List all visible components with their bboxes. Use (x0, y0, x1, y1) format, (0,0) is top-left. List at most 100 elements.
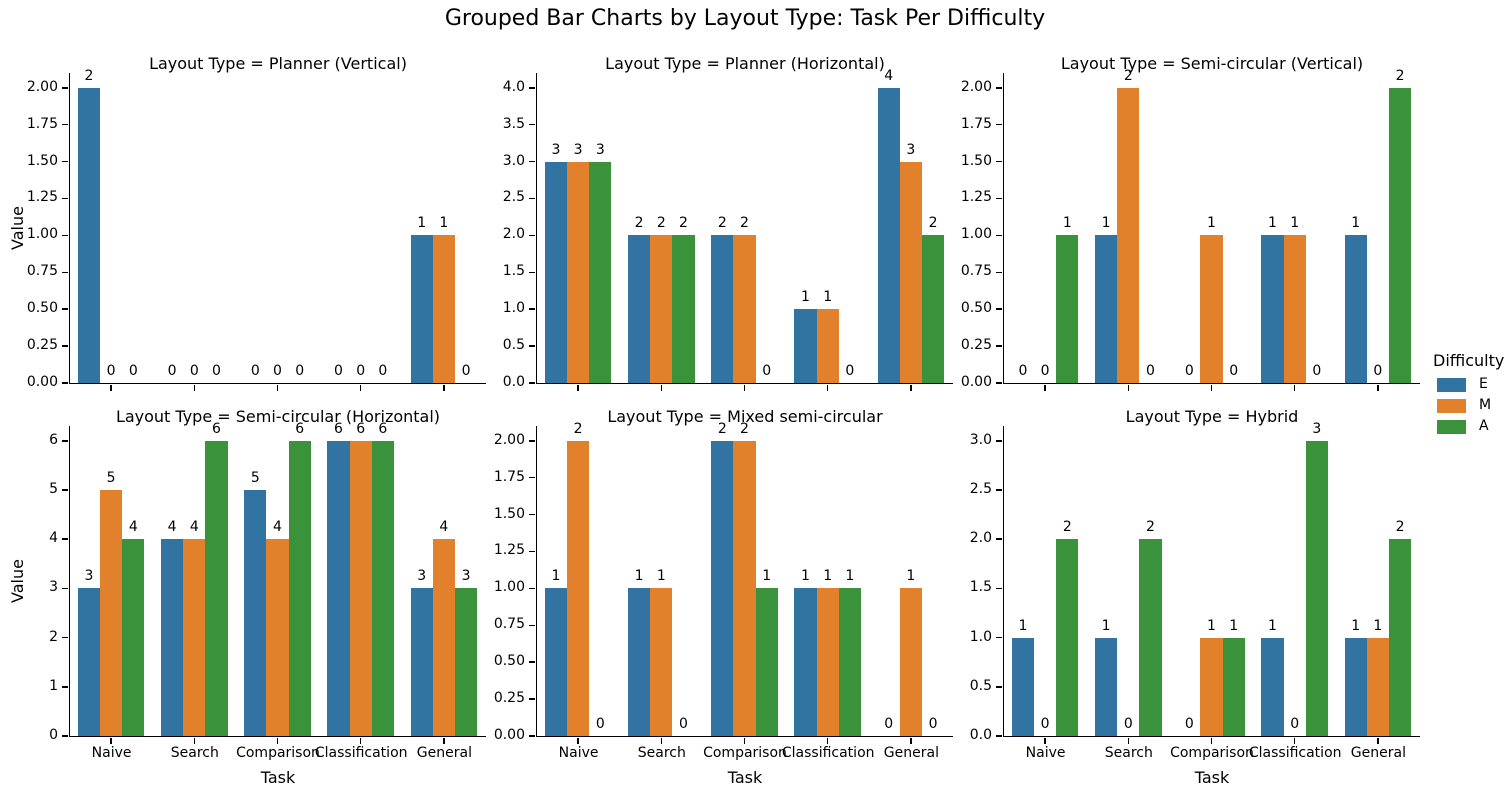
x-tick-mark (743, 738, 746, 744)
y-tick-label: 4 (49, 530, 58, 547)
bar-value-label: 3 (906, 141, 916, 158)
bar-e-classification (794, 309, 817, 383)
y-tick-label: 2.00 (960, 78, 992, 95)
x-tick-mark (276, 738, 279, 744)
bar-value-label: 4 (128, 519, 138, 536)
y-tick-mark (996, 489, 1002, 491)
bar-value-label: 2 (679, 215, 688, 232)
bar-e-naive (77, 87, 100, 383)
bar-e-comparison (711, 440, 734, 736)
y-tick-mark (529, 197, 535, 200)
x-tick-label: Naive (558, 745, 599, 761)
bar-value-label: 1 (823, 289, 833, 306)
bar-value-label: 0 (1373, 363, 1383, 379)
legend-label-a: A (1479, 418, 1489, 434)
x-tick-mark (743, 385, 746, 391)
bar-value-label: 1 (1351, 617, 1361, 634)
bar-e-naive (77, 588, 100, 736)
y-tick-label: 2 (49, 628, 58, 645)
subplot-title: Layout Type = Planner (Vertical) (149, 54, 407, 73)
y-tick-label: 0.5 (969, 677, 992, 694)
bar-e-classification (794, 588, 817, 736)
x-tick-mark (193, 385, 196, 391)
bar-a-search (672, 235, 695, 383)
bar-value-label: 0 (1312, 363, 1322, 379)
y-tick-mark (62, 308, 68, 310)
bar-e-search (1095, 235, 1118, 383)
bar-e-comparison (244, 489, 267, 736)
y-tick-mark (62, 538, 68, 540)
bar-value-label: 3 (573, 141, 583, 158)
bar-value-label: 1 (801, 568, 810, 585)
x-tick-mark (1293, 385, 1296, 391)
x-tick-mark (359, 385, 362, 391)
bar-value-label: 0 (1018, 363, 1028, 379)
legend-swatch-e (1437, 378, 1466, 392)
bar-value-label: 0 (189, 363, 199, 379)
y-tick-label: 0.25 (960, 337, 992, 354)
bar-value-label: 1 (1268, 215, 1277, 232)
x-tick-mark (660, 738, 663, 744)
legend-title: Difficulty (1433, 351, 1505, 370)
x-tick-label: Naive (1025, 745, 1066, 761)
x-tick-label: Comparison (703, 745, 787, 761)
x-tick-mark (443, 738, 445, 744)
bar-value-label: 0 (762, 363, 772, 379)
y-tick-mark (996, 308, 1002, 310)
bar-value-label: 0 (1123, 716, 1133, 732)
bar-a-comparison (1222, 637, 1245, 736)
y-tick-label: 1.75 (493, 468, 525, 485)
y-tick-mark (529, 698, 535, 700)
y-tick-mark (529, 234, 535, 237)
y-tick-label: 3.0 (502, 152, 525, 169)
x-tick-label: Search (170, 745, 219, 761)
y-tick-mark (529, 308, 535, 310)
bar-a-search (205, 440, 228, 736)
bar-a-general (1388, 539, 1412, 736)
bar-a-naive (1056, 539, 1079, 736)
bar-value-label: 6 (295, 420, 305, 437)
legend-label-m: M (1479, 397, 1492, 413)
bar-value-label: 1 (634, 568, 644, 585)
y-tick-label: 0 (49, 727, 58, 743)
x-tick-label: Search (637, 745, 686, 761)
bar-e-search (628, 235, 651, 383)
bar-value-label: 2 (717, 215, 727, 232)
bar-value-label: 6 (212, 420, 221, 437)
bar-e-classification (327, 440, 350, 736)
y-tick-mark (529, 345, 535, 347)
y-tick-label: 0.25 (26, 337, 58, 354)
bar-value-label: 2 (656, 215, 666, 232)
y-tick-mark (529, 661, 535, 663)
y-tick-mark (62, 636, 68, 639)
bar-value-label: 1 (439, 215, 449, 232)
x-tick-label: Comparison (1170, 745, 1254, 761)
y-tick-mark (529, 271, 535, 274)
x-tick-mark (359, 738, 362, 744)
bar-m-classification (816, 588, 839, 736)
y-tick-label: 3.0 (969, 431, 992, 448)
bar-value-label: 4 (167, 519, 177, 536)
y-tick-mark (529, 735, 535, 737)
x-tick-mark (443, 385, 445, 391)
bar-value-label: 0 (356, 363, 366, 379)
y-tick-mark (62, 234, 68, 237)
x-tick-label: Comparison (236, 745, 320, 761)
x-tick-mark (1127, 385, 1130, 391)
bar-value-label: 2 (740, 420, 749, 437)
y-tick-label: 0.75 (960, 263, 992, 280)
bar-m-general (1366, 637, 1389, 736)
x-tick-mark (193, 738, 196, 744)
bar-value-label: 0 (295, 363, 305, 379)
y-tick-mark (996, 87, 1002, 89)
bar-value-label: 4 (884, 67, 894, 84)
y-tick-label: 0.50 (26, 300, 58, 317)
subplot-title: Layout Type = Mixed semi-circular (607, 407, 883, 426)
x-tick-label: General (416, 745, 472, 761)
y-tick-mark (529, 440, 535, 442)
bar-e-classification (1261, 235, 1284, 383)
